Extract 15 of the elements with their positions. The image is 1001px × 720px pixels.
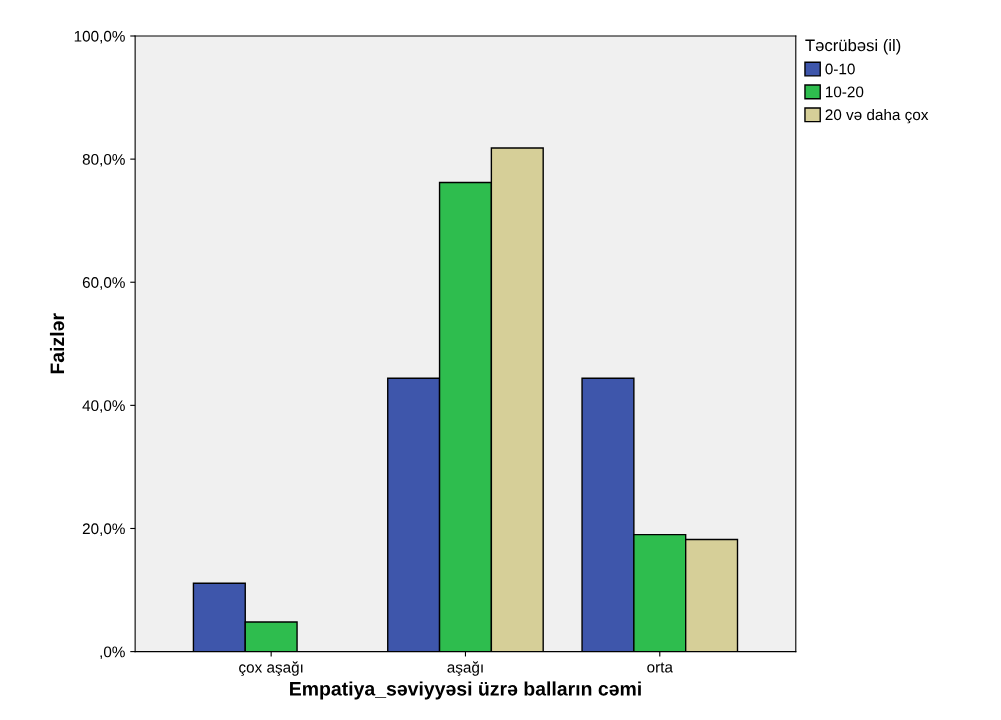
y-tick-label: ,0%: [100, 646, 125, 660]
legend-label: 10-20: [825, 86, 864, 98]
y-tick-label: 40,0%: [82, 400, 125, 413]
legend-label: 20 və daha çox: [825, 108, 929, 124]
y-tick-label: 100,0%: [74, 30, 125, 44]
x-tick-label: orta: [647, 662, 673, 673]
y-tick-label: 20,0%: [82, 523, 125, 536]
y-tick-label: 60,0%: [82, 277, 125, 290]
y-tick-label: 80,0%: [82, 153, 125, 167]
legend-label: 0-10: [825, 63, 855, 75]
x-tick-label: aşağı: [447, 661, 483, 676]
legend-title: Təcrübəsi (il): [805, 39, 901, 55]
x-tick-label: çox aşağı: [239, 661, 303, 676]
x-axis-title: Empatiya_səviyyəsi üzrə balların cəmi: [290, 681, 641, 700]
y-axis-title: Faizlər: [49, 313, 65, 374]
